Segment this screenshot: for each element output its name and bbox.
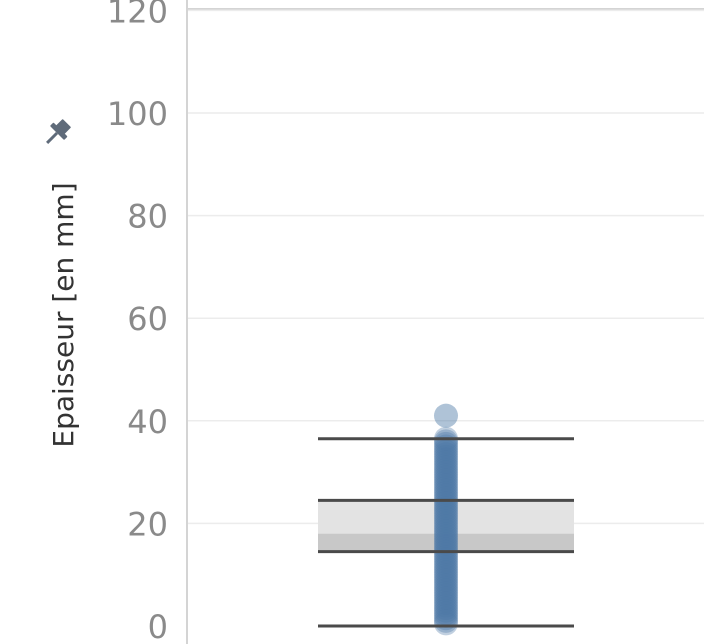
data-point-34 (434, 524, 458, 549)
data-point-4 (434, 601, 458, 626)
data-point-56 (434, 467, 458, 492)
data-point-22 (434, 555, 458, 580)
data-point-62 (434, 452, 458, 477)
y-tick-label-60: 60 (127, 300, 168, 338)
data-point-3 (434, 603, 458, 628)
data-point-2 (434, 606, 458, 631)
data-point-66 (434, 442, 458, 467)
data-point-7 (434, 593, 458, 618)
data-point-19 (434, 562, 458, 587)
data-point-61 (434, 454, 458, 479)
data-point-29 (434, 537, 458, 562)
data-point-42 (434, 503, 458, 528)
data-point-67 (434, 439, 458, 464)
data-point-6 (434, 596, 458, 621)
data-points (434, 403, 458, 636)
data-point-8 (434, 590, 458, 615)
data-point-65 (434, 444, 458, 469)
data-point-23 (434, 552, 458, 577)
data-point-37 (434, 516, 458, 541)
data-point-69 (434, 434, 458, 459)
data-point-5 (434, 598, 458, 623)
data-point-58 (434, 462, 458, 487)
box-lower-half (318, 533, 574, 552)
data-point-45 (434, 496, 458, 521)
data-point-12 (434, 580, 458, 605)
data-point-14 (434, 575, 458, 600)
whisker-layer (318, 437, 574, 628)
data-point-24 (434, 549, 458, 574)
data-point-18 (434, 565, 458, 590)
y-tick-label-80: 80 (127, 198, 168, 236)
data-point-51 (434, 480, 458, 505)
data-point-55 (434, 470, 458, 495)
data-point-59 (434, 460, 458, 485)
data-point-49 (434, 485, 458, 510)
data-point-25 (434, 547, 458, 572)
data-point-9 (434, 588, 458, 613)
data-point-43 (434, 501, 458, 526)
data-point-68 (434, 437, 458, 462)
data-point-21 (434, 557, 458, 582)
data-point-0 (434, 611, 458, 636)
y-tick-label-100: 100 (107, 95, 168, 133)
box-layer (318, 500, 574, 552)
y-axis-title: Epaisseur [en mm] (47, 182, 80, 447)
data-point-27 (434, 542, 458, 567)
y-tick-label-20: 20 (127, 505, 168, 543)
data-point-63 (434, 449, 458, 474)
box-upper-half (318, 500, 574, 534)
data-point-35 (434, 521, 458, 546)
data-point-54 (434, 472, 458, 497)
data-point-11 (434, 583, 458, 608)
data-point-57 (434, 465, 458, 490)
data-point-39 (434, 511, 458, 536)
data-point-40 (434, 508, 458, 533)
y-tick-labels: 0 20 40 60 80 100 120 (107, 0, 168, 644)
data-point-20 (434, 560, 458, 585)
data-point-52 (434, 478, 458, 503)
data-point-36 (434, 519, 458, 544)
y-tick-label-0: 0 (148, 608, 168, 644)
data-point-47 (434, 490, 458, 515)
y-tick-label-40: 40 (127, 403, 168, 441)
data-point-13 (434, 578, 458, 603)
data-point-31 (434, 531, 458, 556)
data-point-53 (434, 475, 458, 500)
data-point-73 (434, 403, 458, 428)
data-point-32 (434, 529, 458, 554)
data-point-64 (434, 447, 458, 472)
data-point-38 (434, 513, 458, 538)
data-point-15 (434, 572, 458, 597)
data-point-16 (434, 570, 458, 595)
pushpin-icon[interactable] (40, 116, 74, 150)
data-point-10 (434, 585, 458, 610)
data-point-44 (434, 498, 458, 523)
data-point-33 (434, 526, 458, 551)
data-point-41 (434, 506, 458, 531)
data-point-71 (434, 429, 458, 454)
data-point-17 (434, 567, 458, 592)
data-point-60 (434, 457, 458, 482)
y-tick-label-120: 120 (107, 0, 168, 30)
